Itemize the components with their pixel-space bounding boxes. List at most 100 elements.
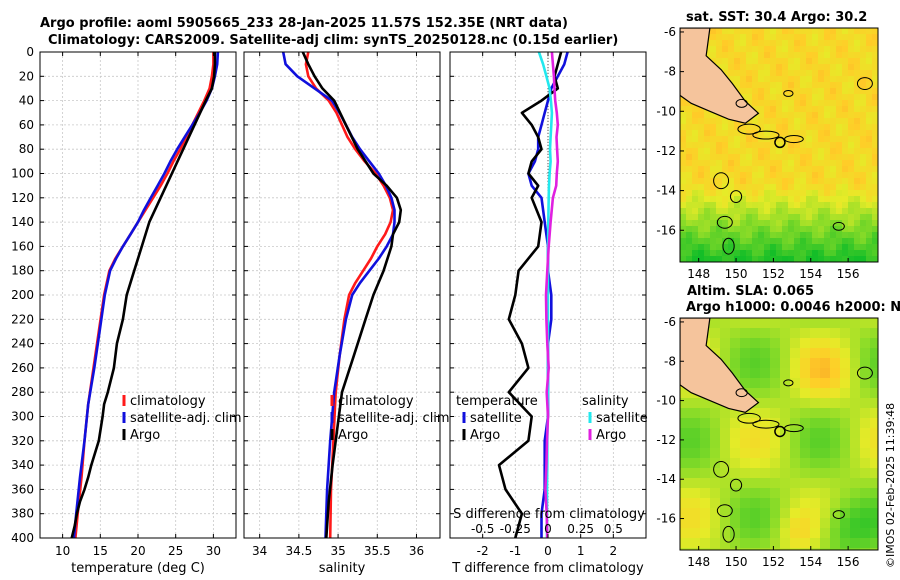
map-x-tick-label: 152: [762, 267, 785, 281]
x-tick-label: -2: [477, 544, 489, 558]
sst-map-title: sat. SST: 30.4 Argo: 30.2: [686, 10, 868, 25]
map-x-tick-label: 148: [687, 555, 710, 569]
figure-title-line1: Argo profile: aoml 5905665_233 28-Jan-20…: [40, 16, 568, 31]
y-tick-label: 0: [26, 45, 34, 59]
map-x-tick-label: 154: [799, 267, 822, 281]
island-outline: [729, 190, 743, 204]
island-outline: [832, 221, 845, 231]
island-outline: [737, 123, 761, 135]
map-frame: [679, 317, 879, 551]
island-outline: [737, 412, 761, 424]
series-t-satellite: [527, 52, 569, 538]
y-tick-label: 380: [11, 507, 34, 521]
y-tick-label: 120: [11, 191, 34, 205]
island-outline: [716, 504, 733, 518]
y-tick-label: 160: [11, 239, 34, 253]
x-tick-label-salinity: 0.25: [567, 522, 594, 536]
island-outline: [722, 525, 735, 543]
x-tick-label: 35.5: [364, 544, 391, 558]
y-tick-label: 260: [11, 361, 34, 375]
island-outline: [713, 461, 730, 478]
x-tick-label: 34.5: [286, 544, 313, 558]
legend-label-satellite: satellite: [470, 411, 522, 426]
map-y-tick-label: -8: [664, 65, 676, 79]
island-outline: [856, 77, 873, 90]
x-axis-label: temperature (deg C): [71, 561, 205, 576]
x-axis-label: salinity: [319, 561, 366, 576]
map-y-tick-label: -6: [664, 315, 676, 329]
sla-map-title-line2: Argo h1000: 0.0046 h2000: NaN: [686, 300, 900, 315]
y-tick-label: 200: [11, 288, 34, 302]
profile-location-marker: [774, 136, 786, 149]
y-tick-label: 140: [11, 215, 34, 229]
island-outline: [783, 89, 794, 97]
map-field: [680, 28, 878, 262]
island-outline: [783, 379, 794, 387]
x-tick-label: 20: [130, 544, 145, 558]
legend-title-salinity: salinity: [582, 394, 629, 409]
figure-title-line2: Climatology: CARS2009. Satellite-adj cli…: [48, 33, 619, 48]
island-outline: [735, 388, 748, 398]
x-tick-label: 0: [544, 544, 552, 558]
x-tick-label: 25: [168, 544, 183, 558]
series-argo: [301, 52, 403, 538]
map-sla: [679, 317, 879, 551]
y-tick-label: 300: [11, 410, 34, 424]
island-outline: [716, 215, 733, 229]
map-y-tick-label: -14: [656, 472, 676, 486]
y-tick-label: 40: [19, 94, 34, 108]
map-y-tick-label: -10: [656, 104, 676, 118]
island-outline: [735, 98, 748, 108]
x-axis-label-salinity: S difference from climatology: [453, 507, 645, 522]
y-tick-label: 220: [11, 312, 34, 326]
map-y-tick-label: -10: [656, 394, 676, 408]
series-t-argo: [497, 52, 563, 538]
x-tick-label: 36: [409, 544, 424, 558]
map-y-tick-label: -8: [664, 354, 676, 368]
series-satellite-adj.-clim: [281, 52, 396, 538]
map-sst: [679, 27, 879, 263]
island-outline: [856, 366, 873, 380]
y-tick-label: 100: [11, 167, 34, 181]
legend-title-temperature: temperature: [456, 394, 538, 409]
y-tick-label: 80: [19, 142, 34, 156]
series-argo: [70, 52, 217, 538]
island-outline: [784, 134, 804, 144]
map-y-tick-label: -12: [656, 144, 676, 158]
x-tick-label: 34: [252, 544, 267, 558]
y-tick-label: 240: [11, 337, 34, 351]
sla-map-title-line1: Altim. SLA: 0.065: [687, 284, 814, 299]
map-y-tick-label: -12: [656, 433, 676, 447]
x-tick-label-salinity: -0.5: [471, 522, 494, 536]
map-field: [680, 318, 878, 550]
legend-label-argo: Argo: [470, 428, 500, 443]
map-frame: [679, 27, 879, 263]
y-tick-label: 320: [11, 434, 34, 448]
series-s-argo: [544, 52, 560, 538]
x-tick-label-salinity: 0.5: [604, 522, 623, 536]
x-tick-label: 35: [330, 544, 345, 558]
x-tick-label: 1: [577, 544, 585, 558]
map-x-tick-label: 150: [725, 267, 748, 281]
legend-label-argo: Argo: [130, 428, 160, 443]
x-tick-label: 10: [55, 544, 70, 558]
island-outline: [752, 130, 780, 140]
legend-label-climatology: climatology: [130, 394, 206, 409]
map-x-tick-label: 156: [837, 267, 860, 281]
legend-label-sal_argo: Argo: [596, 428, 626, 443]
island-outline: [729, 478, 743, 492]
profile-location-marker: [774, 425, 786, 438]
x-tick-label: -1: [509, 544, 521, 558]
x-axis-label: T difference from climatology: [451, 561, 644, 576]
map-y-tick-label: -16: [656, 223, 676, 237]
island-outline: [713, 172, 730, 190]
x-tick-label: 30: [206, 544, 221, 558]
panel-temperature: [39, 51, 237, 539]
legend-label-argo: Argo: [338, 428, 368, 443]
x-tick-label-salinity: -0.25: [500, 522, 531, 536]
y-tick-label: 400: [11, 531, 34, 545]
map-x-tick-label: 156: [837, 555, 860, 569]
x-tick-label: 15: [93, 544, 108, 558]
y-tick-label: 60: [19, 118, 34, 132]
